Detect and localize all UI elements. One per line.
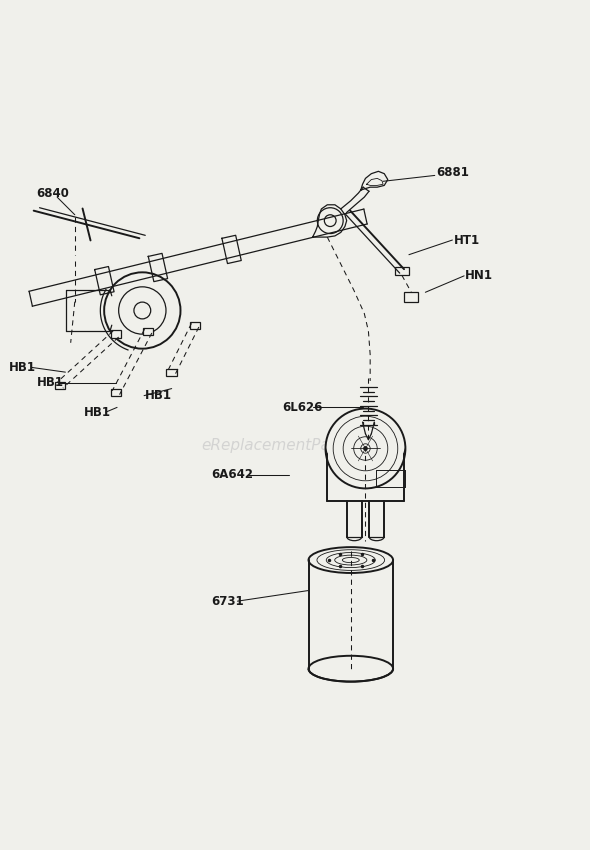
Circle shape xyxy=(363,446,368,450)
Text: 6881: 6881 xyxy=(436,166,469,179)
Text: HN1: HN1 xyxy=(466,269,493,282)
Text: 6L626: 6L626 xyxy=(282,401,323,414)
Text: HB1: HB1 xyxy=(37,377,64,389)
Ellipse shape xyxy=(309,547,393,573)
Text: HB1: HB1 xyxy=(145,389,172,402)
Bar xyxy=(190,321,201,329)
Bar xyxy=(110,389,121,396)
Bar xyxy=(404,292,418,302)
Circle shape xyxy=(326,409,405,489)
Text: eReplacementParts.com: eReplacementParts.com xyxy=(202,438,388,453)
Text: 6A642: 6A642 xyxy=(212,468,254,481)
Ellipse shape xyxy=(309,656,393,682)
Bar xyxy=(55,382,65,388)
Text: 6840: 6840 xyxy=(37,186,70,200)
Bar xyxy=(395,267,409,275)
Text: HB1: HB1 xyxy=(8,361,35,374)
Bar xyxy=(110,331,121,337)
Bar xyxy=(143,327,153,335)
Text: HB1: HB1 xyxy=(84,405,110,418)
Bar xyxy=(166,369,177,376)
Text: HT1: HT1 xyxy=(454,234,480,246)
Text: 6731: 6731 xyxy=(212,595,244,608)
